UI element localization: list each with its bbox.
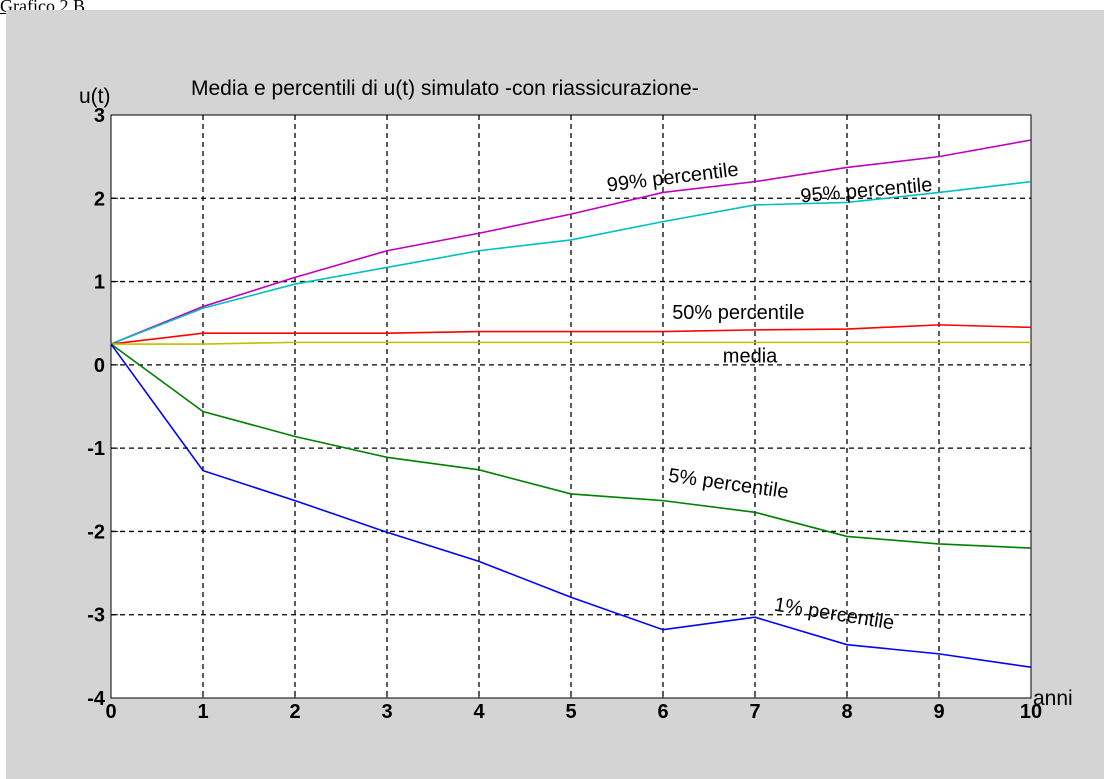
series-line-99-percentile <box>110 139 1032 345</box>
series-line-5-percentile <box>110 343 1032 549</box>
x-tick-label: 4 <box>473 701 485 723</box>
y-tick-label: -2 <box>87 521 105 543</box>
x-tick-label: 8 <box>841 701 852 723</box>
x-tick-label: 7 <box>749 701 760 723</box>
series-line-1-percentile <box>110 343 1032 668</box>
y-tick-label: 3 <box>94 105 105 127</box>
grid-lines <box>111 115 1031 698</box>
x-tick-label: 0 <box>105 701 116 723</box>
y-tick-label: -4 <box>87 688 106 710</box>
chart-title: Media e percentili di u(t) simulato -con… <box>191 77 699 100</box>
x-tick-label: 5 <box>565 701 576 723</box>
x-tick-label: 6 <box>657 701 668 723</box>
series-annotation: 50% percentile <box>672 302 804 324</box>
y-tick-label: -1 <box>87 438 105 460</box>
series-lines <box>110 139 1032 668</box>
x-tick-label: 10 <box>1020 701 1042 723</box>
y-tick-label: 0 <box>94 355 105 377</box>
y-axis-label: u(t) <box>79 85 111 108</box>
x-tick-label: 2 <box>289 701 300 723</box>
x-tick-label: 3 <box>381 701 392 723</box>
series-annotation: media <box>723 345 778 367</box>
chart-figure: 0 1 2 3 4 5 6 7 8 9 10 3 2 1 0 -1 -2 -3 -4 99% percentile 9… <box>6 10 1104 779</box>
series-line-95-percentile <box>110 180 1032 345</box>
series-line-50-percentile <box>110 324 1032 345</box>
y-tick-label: -3 <box>87 605 105 627</box>
x-axis-label: anni <box>1033 687 1073 710</box>
series-line-media <box>111 341 1031 345</box>
x-tick-label: 9 <box>933 701 944 723</box>
y-tick-label: 1 <box>94 272 105 294</box>
y-tick-label: 2 <box>94 188 105 210</box>
x-tick-label: 1 <box>197 701 208 723</box>
